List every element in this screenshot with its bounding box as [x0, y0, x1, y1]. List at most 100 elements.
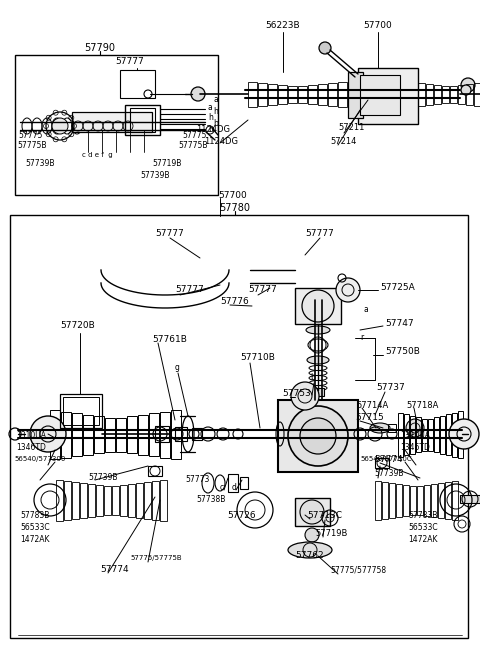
Bar	[15, 55, 218, 195]
Text: 57777: 57777	[248, 286, 277, 294]
Bar	[398, 413, 403, 457]
Text: a: a	[363, 306, 368, 315]
Text: 57773: 57773	[185, 474, 209, 484]
Bar	[72, 112, 152, 132]
Text: b: b	[208, 124, 213, 133]
Bar	[63, 397, 99, 425]
Circle shape	[336, 278, 360, 302]
Text: 57777: 57777	[155, 229, 184, 237]
Bar	[72, 413, 82, 455]
Bar	[160, 412, 170, 457]
Bar	[240, 477, 248, 489]
Bar	[318, 84, 327, 105]
Text: 57700: 57700	[218, 191, 247, 200]
Text: 57774: 57774	[374, 455, 403, 464]
Circle shape	[288, 406, 348, 466]
Bar	[298, 86, 307, 103]
Circle shape	[291, 382, 319, 410]
Bar	[80, 483, 87, 518]
Text: c d e f  g: c d e f g	[82, 152, 113, 158]
Text: 57775: 57775	[182, 131, 206, 141]
Bar	[358, 68, 418, 124]
Bar	[360, 75, 400, 115]
Bar	[308, 85, 317, 104]
Bar	[116, 418, 126, 451]
Circle shape	[302, 290, 334, 322]
Circle shape	[52, 118, 68, 134]
Bar	[416, 417, 421, 451]
Bar	[410, 416, 415, 453]
Text: 1124DG: 1124DG	[196, 125, 230, 135]
Text: r: r	[360, 334, 363, 342]
Bar	[278, 400, 358, 472]
Bar	[452, 413, 457, 457]
Text: 57739B: 57739B	[140, 171, 169, 179]
Text: 57726: 57726	[227, 512, 256, 520]
Bar	[404, 414, 409, 455]
Text: 57739B: 57739B	[374, 470, 404, 478]
Text: 57739B: 57739B	[25, 160, 55, 168]
Bar	[72, 482, 79, 519]
Bar	[295, 498, 330, 526]
Circle shape	[191, 87, 205, 101]
Bar	[458, 85, 465, 104]
Text: 57737: 57737	[376, 384, 405, 392]
Bar	[422, 419, 427, 451]
Bar	[403, 485, 409, 516]
Bar	[295, 288, 341, 324]
Circle shape	[305, 528, 319, 542]
Bar	[130, 108, 155, 132]
Text: b: b	[213, 120, 218, 129]
Bar	[417, 486, 423, 515]
Text: 1472AK: 1472AK	[20, 535, 49, 545]
Text: 57719B: 57719B	[315, 530, 348, 539]
Text: 57738B: 57738B	[196, 495, 226, 503]
Bar	[61, 412, 71, 457]
Text: 57720B: 57720B	[60, 321, 95, 330]
Bar	[56, 480, 63, 521]
Bar	[460, 495, 480, 503]
Bar	[328, 83, 337, 106]
Text: 56533C: 56533C	[408, 524, 438, 533]
Text: 57775/577758: 57775/577758	[330, 566, 386, 574]
Text: 57725A: 57725A	[380, 283, 415, 292]
Text: 57780: 57780	[219, 203, 251, 213]
Text: h: h	[213, 108, 218, 116]
Text: 57777: 57777	[116, 57, 144, 66]
Bar	[64, 481, 71, 520]
Bar	[192, 428, 202, 440]
Bar	[450, 86, 457, 103]
Text: 57214: 57214	[330, 137, 356, 145]
Text: a: a	[208, 102, 213, 112]
Text: 57750B: 57750B	[385, 348, 420, 357]
Text: 57715: 57715	[355, 413, 384, 422]
Text: 57739B: 57739B	[88, 472, 118, 482]
Bar	[426, 84, 433, 105]
Bar	[418, 83, 425, 106]
Bar	[410, 486, 416, 515]
Text: 57775B: 57775B	[178, 141, 207, 150]
Bar	[10, 215, 468, 638]
Bar	[228, 474, 238, 492]
Text: 1472AK: 1472AK	[408, 535, 437, 545]
Ellipse shape	[288, 542, 332, 558]
Bar	[144, 482, 151, 519]
Bar	[434, 417, 439, 451]
Circle shape	[30, 416, 66, 452]
Text: b: b	[310, 373, 315, 382]
Text: 57700: 57700	[364, 20, 392, 30]
Ellipse shape	[306, 326, 330, 334]
Text: 57761B: 57761B	[152, 336, 187, 344]
Bar	[389, 483, 395, 518]
Bar	[440, 416, 445, 453]
Bar	[288, 86, 297, 103]
Text: d: d	[232, 482, 237, 491]
Text: 57710B: 57710B	[240, 353, 275, 363]
Bar	[88, 484, 95, 517]
Bar	[445, 482, 451, 519]
Text: 56540/577300: 56540/577300	[14, 456, 65, 462]
Ellipse shape	[307, 356, 329, 364]
Bar	[152, 481, 159, 520]
Bar	[428, 419, 433, 451]
Bar	[96, 485, 103, 516]
